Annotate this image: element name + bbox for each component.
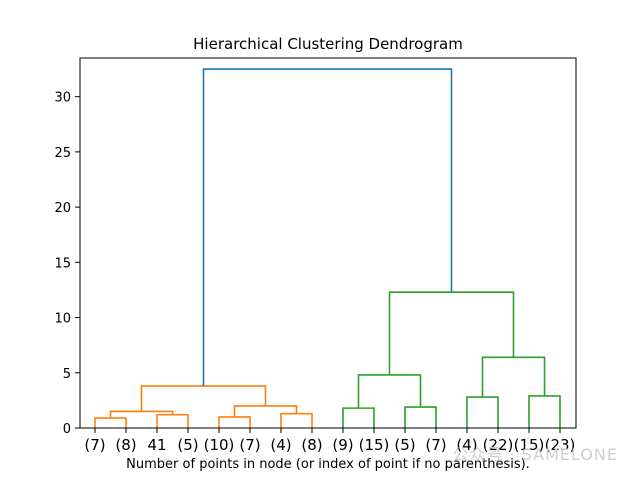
leaf-label: (5) <box>394 436 415 454</box>
y-tick-label: 25 <box>54 146 71 161</box>
dendrogram-link <box>404 406 437 428</box>
dendrogram-link <box>202 68 453 387</box>
dendrogram-link <box>94 417 127 428</box>
y-tick-label: 10 <box>54 312 71 327</box>
dendrogram-link <box>528 395 561 428</box>
leaf-label: (8) <box>301 436 322 454</box>
dendrogram-link <box>357 374 422 409</box>
y-tick-label: 20 <box>54 201 71 216</box>
leaf-label: (8) <box>115 436 136 454</box>
leaf-label: (7) <box>84 436 105 454</box>
leaf-label: (9) <box>332 436 353 454</box>
dendrogram-link <box>481 356 546 398</box>
dendrogram-link <box>466 396 499 428</box>
dendrogram-link <box>388 291 515 375</box>
y-tick-label: 15 <box>54 256 71 271</box>
leaf-label: (7) <box>425 436 446 454</box>
y-tick-label: 5 <box>63 367 71 382</box>
dendrogram-link <box>218 416 251 428</box>
dendrogram-link <box>109 410 174 419</box>
leaf-label: 41 <box>147 436 166 454</box>
watermark-text: 公众号 · SAMELONE <box>452 445 618 464</box>
leaf-label: (22) <box>483 436 514 454</box>
chart-title: Hierarchical Clustering Dendrogram <box>193 35 463 53</box>
leaf-label: (5) <box>177 436 198 454</box>
dendrogram-links <box>94 68 561 428</box>
y-tick-label: 0 <box>63 422 71 437</box>
leaf-label: (4) <box>270 436 291 454</box>
dendrogram-link <box>280 412 313 428</box>
y-tick-label: 30 <box>54 91 71 106</box>
leaf-label: (15) <box>359 436 390 454</box>
leaf-label: (10) <box>204 436 235 454</box>
leaf-label: (7) <box>239 436 260 454</box>
leaf-label: (15) <box>514 436 545 454</box>
x-axis-label: Number of points in node (or index of po… <box>126 457 530 472</box>
dendrogram-link <box>233 405 298 417</box>
x-axis-leaf-labels: (7) (8) 41 (5) (10) (7) (4) (8) (9) (15) (5) (7) (4)… <box>84 428 575 454</box>
leaf-label: (23) <box>545 436 576 454</box>
dendrogram-link <box>342 407 375 428</box>
dendrogram-link <box>156 413 189 428</box>
dendrogram-link <box>140 385 267 412</box>
y-axis: 0 5 10 15 20 25 30 <box>54 91 80 437</box>
plot-frame <box>79 57 577 429</box>
leaf-label: (4) <box>456 436 477 454</box>
